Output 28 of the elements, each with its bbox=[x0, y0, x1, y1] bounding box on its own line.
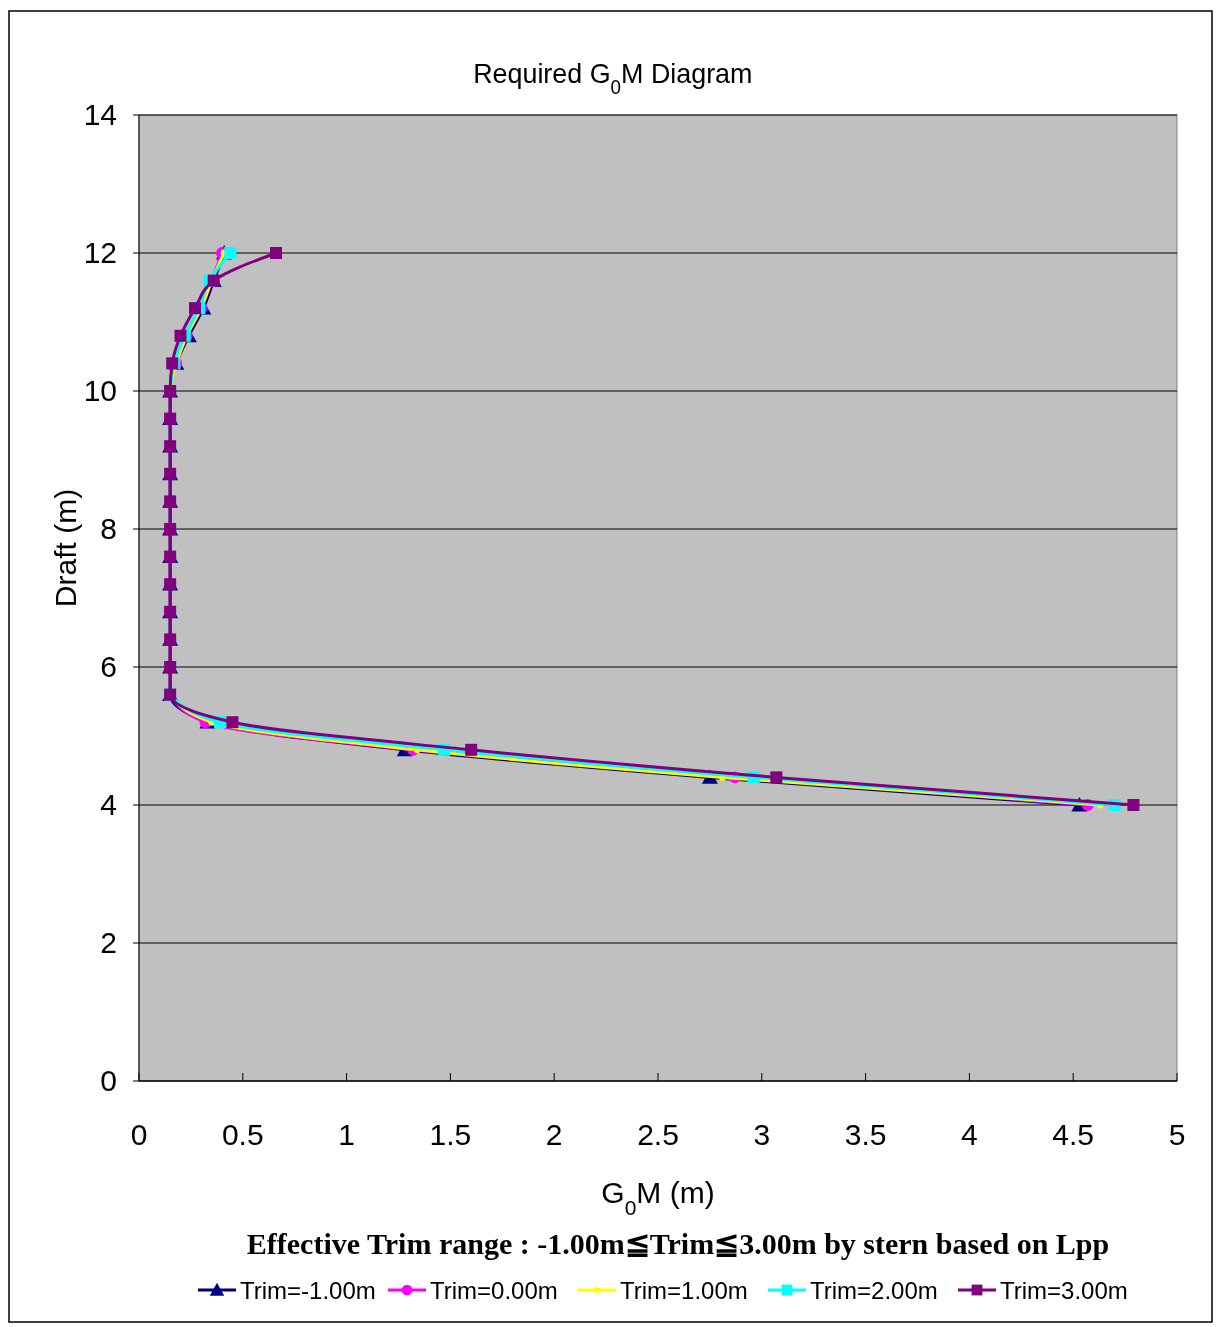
x-tick-label: 4.5 bbox=[1052, 1118, 1095, 1151]
y-axis-title: Draft (m) bbox=[49, 488, 82, 608]
y-tick-label: 6 bbox=[100, 650, 117, 683]
y-tick-label: 8 bbox=[100, 512, 117, 545]
y-tick-label: 4 bbox=[100, 788, 117, 821]
legend-label: Trim=1.00m bbox=[620, 1277, 748, 1304]
y-tick-label: 14 bbox=[83, 98, 117, 131]
x-tick-label: 0.5 bbox=[221, 1118, 264, 1151]
x-tick-label: 2.5 bbox=[637, 1118, 679, 1151]
x-tick-label: 4 bbox=[961, 1118, 978, 1151]
x-tick-label: 0 bbox=[130, 1118, 148, 1151]
legend-label: Trim=-1.00m bbox=[240, 1277, 376, 1304]
x-axis-title: G$_{0}$M (m) bbox=[601, 1176, 715, 1219]
y-tick-label: 2 bbox=[100, 926, 117, 959]
legend-label: Trim=0.00m bbox=[430, 1277, 558, 1304]
chart-title: Required G$_{0}$M Diagram bbox=[473, 57, 753, 98]
text: Effective Trim range : -1.00m≦Trim≦3.00m by stern based on Lpp bbox=[246, 1227, 1110, 1260]
y-tick-label: 12 bbox=[83, 236, 117, 269]
x-tick-label: 3 bbox=[753, 1118, 771, 1151]
legend-label: Trim=3.00m bbox=[1000, 1277, 1128, 1304]
x-tick-label: 1 bbox=[338, 1118, 355, 1151]
y-tick-label: 0 bbox=[100, 1064, 117, 1097]
legend-label: Trim=2.00m bbox=[810, 1277, 938, 1304]
x-tick-label: 3.5 bbox=[844, 1118, 887, 1151]
y-tick-label: 10 bbox=[83, 374, 117, 407]
x-tick-label: 5 bbox=[1168, 1118, 1186, 1151]
x-tick-label: 2 bbox=[545, 1118, 563, 1151]
x-tick-label: 1.5 bbox=[429, 1118, 472, 1151]
